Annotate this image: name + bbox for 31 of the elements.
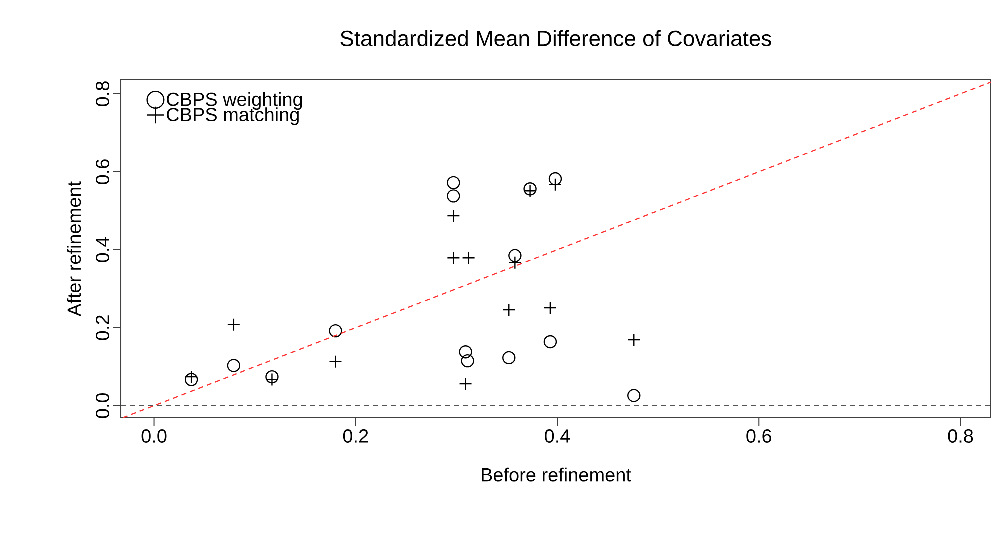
chart-title: Standardized Mean Difference of Covariates <box>340 30 772 46</box>
x-tick-label: 0.4 <box>545 430 570 443</box>
point <box>184 373 198 386</box>
legend-label: CBPS matching <box>167 108 299 126</box>
point <box>266 370 279 384</box>
x-tick-label: 0.6 <box>746 430 772 443</box>
y-tick-label: 0.4 <box>96 237 110 262</box>
point <box>544 301 558 315</box>
point <box>544 335 558 349</box>
x-tick-label: 0.8 <box>948 430 974 443</box>
point <box>461 354 474 368</box>
point <box>508 249 522 262</box>
point <box>459 346 472 359</box>
y-tick-label: 0.2 <box>96 316 110 340</box>
point <box>628 389 641 402</box>
point <box>502 303 516 317</box>
point <box>227 359 241 372</box>
point <box>227 318 241 332</box>
y-tick-label: 0.6 <box>96 160 110 184</box>
point <box>502 351 516 365</box>
x-tick-label: 0.0 <box>142 430 167 443</box>
point <box>548 172 562 186</box>
point <box>628 333 641 347</box>
point <box>447 176 460 190</box>
y-axis-title: After refinement <box>67 182 82 317</box>
x-axis-title: Before refinement <box>482 468 632 482</box>
point <box>447 190 460 203</box>
y-tick-label: 0.0 <box>96 393 110 418</box>
y-tick-label: 0.8 <box>96 82 110 106</box>
x-tick-label: 0.2 <box>343 430 368 443</box>
point <box>329 324 342 338</box>
